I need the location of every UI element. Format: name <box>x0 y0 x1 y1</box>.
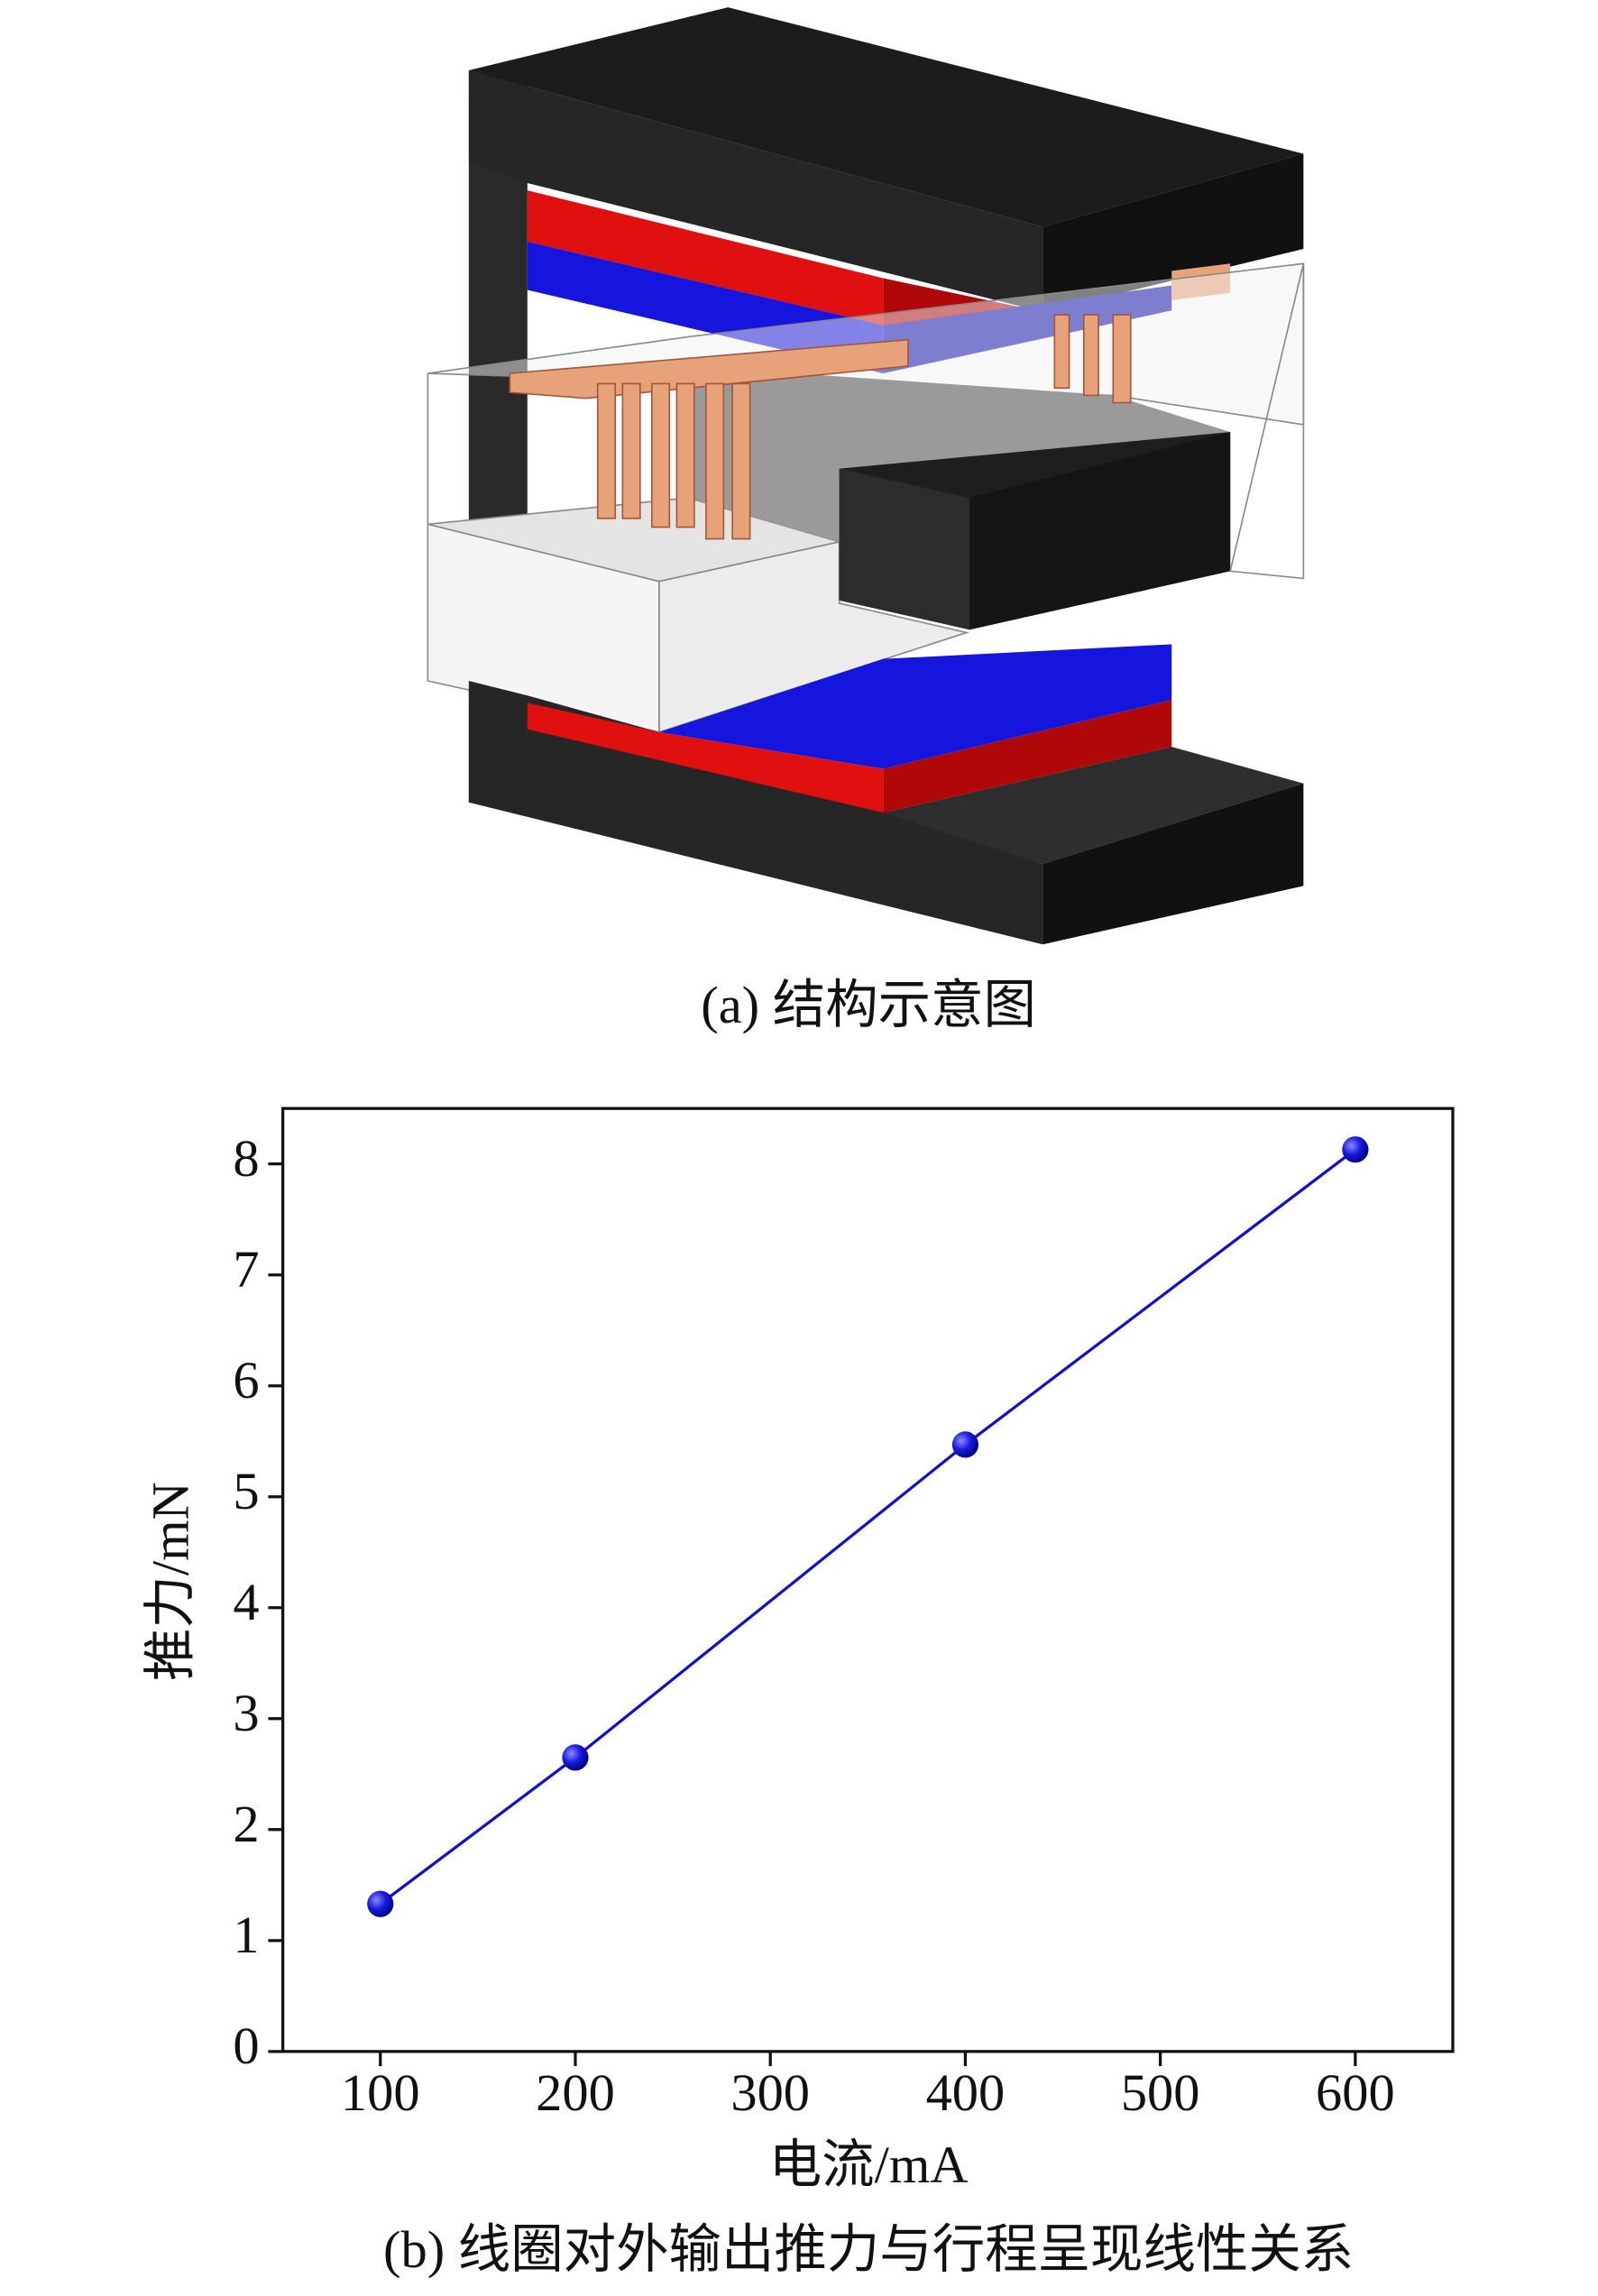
y-tick-label: 4 <box>233 1573 259 1631</box>
x-tick-label: 500 <box>1121 2063 1200 2122</box>
caption-a: (a) 结构示意图 <box>701 976 1036 1034</box>
y-tick-label: 7 <box>233 1240 259 1299</box>
series-line <box>379 1148 1356 1906</box>
x-tick-label: 600 <box>1316 2063 1395 2122</box>
plot-frame <box>281 1107 1455 2053</box>
chart: 100 200 300 400 500 600 0 1 2 3 4 5 6 7 8 <box>233 1129 1394 2122</box>
y-tick-label: 5 <box>233 1462 259 1520</box>
x-tick-label: 100 <box>341 2063 420 2122</box>
y-tick-label: 1 <box>233 1906 259 1964</box>
y-axis-label: 推力/mN <box>142 1482 200 1681</box>
data-point <box>367 1890 394 1917</box>
x-axis-label: 电流/mA <box>769 2135 969 2194</box>
y-tick-label: 8 <box>233 1129 259 1188</box>
data-point <box>562 1744 589 1771</box>
x-tick-label: 400 <box>926 2063 1006 2122</box>
x-tick-label: 200 <box>536 2063 615 2122</box>
data-point <box>951 1431 979 1458</box>
data-point <box>1342 1136 1369 1163</box>
structure-illustration <box>427 7 1305 945</box>
y-tick-label: 0 <box>233 2016 259 2075</box>
y-tick-label: 6 <box>233 1351 259 1410</box>
y-tick-label: 3 <box>233 1684 259 1742</box>
caption-b: (b) 线圈对外输出推力与行程呈现线性关系 <box>383 2220 1354 2279</box>
y-tick-label: 2 <box>233 1795 259 1853</box>
x-tick-label: 300 <box>730 2063 810 2122</box>
